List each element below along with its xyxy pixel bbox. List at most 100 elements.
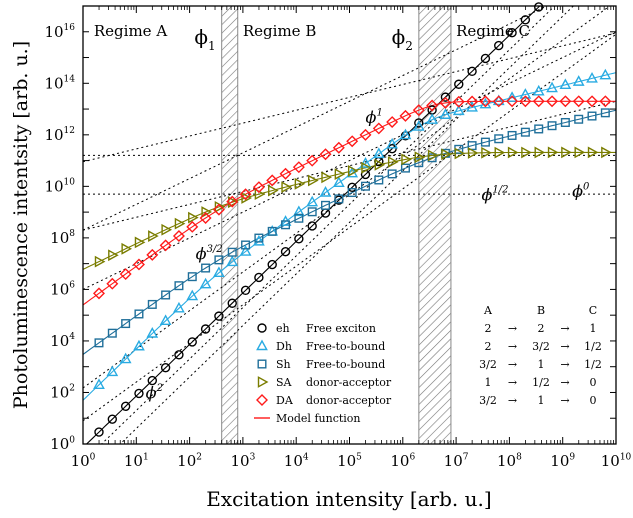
marker-Dh <box>119 352 132 364</box>
legend-marker-Sh <box>257 359 267 369</box>
marker-eh <box>347 182 357 193</box>
marker-eh <box>294 234 304 244</box>
marker-Dh <box>452 104 465 116</box>
marker-SA <box>414 151 426 164</box>
marker-DA <box>546 95 559 108</box>
marker-SA <box>601 146 612 159</box>
marker-Sh <box>360 181 370 191</box>
marker-eh <box>240 285 251 296</box>
marker-SA <box>281 181 292 194</box>
transition-label-1: ϕ1 <box>194 25 215 53</box>
guide-line <box>119 6 575 444</box>
marker-SA <box>481 146 492 159</box>
marker-SA <box>121 242 133 255</box>
table-arrow: → <box>508 322 517 335</box>
marker-DA <box>186 220 199 233</box>
transition-label-2: ϕ2 <box>392 25 413 53</box>
y-tick-label: 104 <box>50 332 75 350</box>
x-tick-label: 109 <box>550 452 575 470</box>
marker-Sh <box>161 290 171 300</box>
marker-Sh <box>600 108 610 118</box>
marker-DA <box>412 104 425 117</box>
x-tick-label: 102 <box>177 452 202 470</box>
marker-DA <box>146 248 159 261</box>
marker-eh <box>267 259 277 270</box>
table-arrow: → <box>560 340 569 353</box>
plot-background <box>83 6 616 444</box>
legend-series-name: Dh <box>276 340 292 353</box>
marker-DA <box>159 239 172 252</box>
legend: eh Free exciton Dh Free-to-bound Sh Free-to-b… <box>254 322 392 425</box>
marker-SA <box>427 149 439 162</box>
marker-SA <box>534 146 546 159</box>
marker-Sh <box>254 233 264 243</box>
marker-Dh <box>372 147 385 159</box>
marker-eh <box>214 311 224 321</box>
x-tick-label: 1010 <box>601 452 632 470</box>
marker-Sh <box>387 169 397 179</box>
y-tick-label: 108 <box>50 229 75 247</box>
marker-Dh <box>133 339 145 351</box>
marker-DA <box>292 161 305 174</box>
marker-DA <box>199 211 212 224</box>
table-cell: 1/2 <box>532 376 550 389</box>
marker-Dh <box>199 277 212 289</box>
table-cell: 2 <box>538 322 545 335</box>
marker-SA <box>561 146 572 159</box>
marker-SA <box>174 217 186 230</box>
marker-SA <box>321 171 332 184</box>
y-tick-label: 1016 <box>44 23 75 41</box>
marker-eh <box>520 15 531 25</box>
marker-Sh <box>520 127 530 137</box>
marker-SA <box>148 230 159 242</box>
marker-SA <box>387 156 399 168</box>
legend-series-description: donor-acceptor <box>306 394 392 407</box>
marker-Sh <box>147 299 157 309</box>
marker-eh <box>107 414 118 424</box>
legend-series-name: DA <box>276 394 294 407</box>
table-arrow: → <box>508 340 517 353</box>
marker-eh <box>480 53 491 64</box>
regime-label-1: Regime A <box>94 22 167 40</box>
marker-DA <box>266 174 279 187</box>
slope-label: ϕ1/2 <box>482 185 509 204</box>
marker-Dh <box>306 195 319 207</box>
data-markers <box>93 2 612 437</box>
marker-eh <box>414 118 424 128</box>
marker-eh <box>280 247 291 257</box>
marker-Dh <box>146 327 159 338</box>
table-arrow: → <box>560 322 569 335</box>
marker-SA <box>161 223 173 236</box>
slope-label: ϕ2 <box>146 383 163 402</box>
marker-Sh <box>241 240 251 250</box>
marker-Sh <box>94 338 104 348</box>
guide-line <box>100 6 556 444</box>
marker-DA <box>532 95 545 108</box>
marker-Dh <box>572 75 585 86</box>
marker-Dh <box>319 186 332 197</box>
slope-label: ϕ0 <box>572 181 590 200</box>
marker-Dh <box>412 120 425 131</box>
marker-SA <box>547 146 559 159</box>
marker-eh <box>387 143 397 154</box>
marker-Sh <box>227 247 237 257</box>
x-axis-label: Excitation intensity [arb. u.] <box>206 487 491 511</box>
x-tick-label: 103 <box>230 452 255 470</box>
x-tick-label: 101 <box>124 452 149 470</box>
y-axis-label: Photoluminescence intentsity [arb. u.] <box>10 41 32 409</box>
marker-Sh <box>467 141 477 151</box>
marker-Sh <box>107 328 117 338</box>
marker-DA <box>346 135 359 148</box>
table-arrow: → <box>560 358 569 371</box>
axis-ticks: 100 101 102 103 104 105 106 107 108 109 1010100102… <box>44 5 632 470</box>
table-cell: 0 <box>590 394 597 407</box>
table-arrow: → <box>508 376 517 389</box>
model-curve-Sh <box>83 109 616 355</box>
table-cell: 1 <box>538 358 545 371</box>
marker-SA <box>108 249 119 262</box>
guide-line <box>83 100 616 231</box>
marker-DA <box>212 203 225 216</box>
marker-Dh <box>466 101 478 112</box>
marker-DA <box>226 195 239 208</box>
y-tick-label: 1014 <box>44 74 75 92</box>
